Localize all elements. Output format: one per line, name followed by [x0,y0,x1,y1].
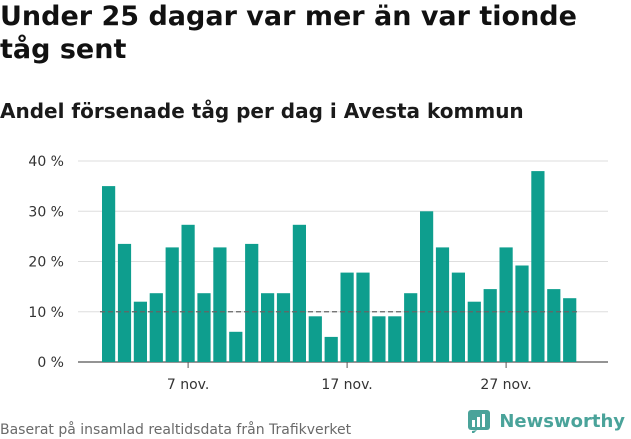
bar [515,265,529,362]
bar [308,316,322,362]
newsworthy-logo-icon [468,410,491,433]
bar [324,336,338,362]
bar [435,247,450,362]
x-tick-label: 27 nov. [480,377,531,393]
y-tick-label: 10 % [28,305,64,321]
bar [420,211,434,363]
bar [197,293,211,362]
bar [181,224,195,362]
y-tick-label: 30 % [28,204,64,220]
bar [276,293,291,362]
y-tick-label: 0 % [37,355,64,371]
y-axis-labels: 0 % 10 % 20 % 30 % 40 % [28,154,64,371]
bar [531,171,545,362]
y-tick-label: 40 % [28,154,64,170]
bar [149,293,163,362]
x-axis-labels: 7 nov. 17 nov. 27 nov. [167,362,532,393]
bar [356,272,370,362]
bar [483,289,497,362]
bars [102,171,577,363]
bar-chart: 0 % 10 % 20 % 30 % 40 % 7 nov. 17 nov. 27 nov. [28,154,608,393]
source-note: Baserat på insamlad realtidsdata från Tr… [0,422,352,438]
bar [388,316,402,362]
chart-subtitle: Andel försenade tåg per dag i Avesta kom… [0,99,524,123]
bar [165,247,179,362]
bar [245,243,259,362]
bar [467,301,481,362]
x-tick-label: 17 nov. [321,377,372,393]
bar [213,247,227,362]
brand-logo: Newsworthy [467,409,625,433]
bar [372,316,386,362]
bar [340,272,354,362]
bar [229,331,243,362]
x-tick-label: 7 nov. [167,377,209,393]
bar [292,224,306,362]
chart-title: Under 25 dagar var mer än var tionde tåg… [0,1,577,65]
bar [563,298,577,362]
bar [133,301,147,362]
brand-name: Newsworthy [499,410,625,432]
bar [117,243,132,362]
bar [499,247,513,362]
bar [547,289,561,362]
bar [102,186,116,362]
bar [261,293,275,362]
bar [451,272,465,362]
bar [404,293,418,362]
y-tick-label: 20 % [28,255,64,271]
